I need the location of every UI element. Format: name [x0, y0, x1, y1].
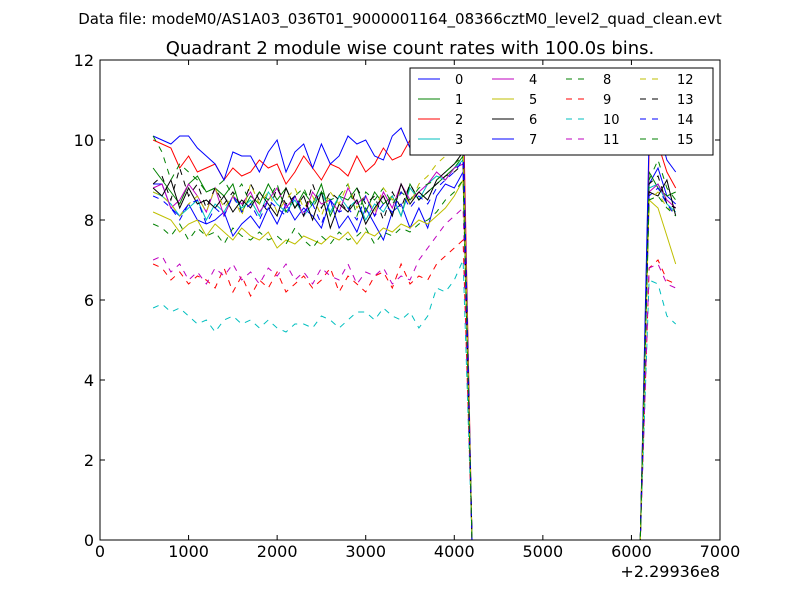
series-line-8 — [152, 135, 677, 541]
y-tick-label: 4 — [84, 371, 94, 390]
legend-label-4: 4 — [529, 73, 537, 88]
plot-frame — [99, 59, 721, 541]
x-tick-label: 0 — [95, 542, 105, 561]
legend-label-14: 14 — [677, 113, 694, 128]
x-tick-label: 7000 — [700, 542, 741, 561]
legend-label-12: 12 — [677, 73, 694, 88]
legend-label-8: 8 — [603, 73, 611, 88]
y-tick-label: 2 — [84, 451, 94, 470]
y-tick-label: 6 — [84, 291, 94, 310]
legend-label-7: 7 — [529, 133, 537, 148]
y-tick-label: 12 — [74, 51, 94, 70]
legend-box — [409, 67, 714, 156]
legend-label-6: 6 — [529, 113, 537, 128]
x-tick-label: 3000 — [345, 542, 386, 561]
x-tick-label: 5000 — [522, 542, 563, 561]
legend-label-11: 11 — [603, 133, 620, 148]
x-tick-label: 6000 — [611, 542, 652, 561]
legend-label-0: 0 — [455, 73, 463, 88]
chart-title: Quadrant 2 module wise count rates with … — [166, 38, 655, 59]
figure-suptitle: Data file: modeM0/AS1A03_036T01_90000011… — [78, 10, 722, 29]
legend-label-1: 1 — [455, 93, 463, 108]
legend-label-3: 3 — [455, 133, 463, 148]
legend-label-9: 9 — [603, 93, 611, 108]
y-tick-label: 8 — [84, 211, 94, 230]
x-tick-label: 2000 — [257, 542, 298, 561]
x-offset-label: +2.29936e8 — [620, 562, 720, 581]
series-line-12 — [152, 139, 676, 541]
legend-label-5: 5 — [529, 93, 537, 108]
legend-label-13: 13 — [677, 93, 694, 108]
y-tick-label: 10 — [74, 131, 94, 150]
x-tick-label: 4000 — [434, 542, 475, 561]
legend-label-15: 15 — [677, 133, 694, 148]
legend-label-10: 10 — [603, 113, 620, 128]
legend-label-2: 2 — [455, 113, 463, 128]
x-tick-label: 1000 — [168, 542, 209, 561]
y-tick-label: 0 — [84, 531, 94, 550]
series-line-10 — [152, 259, 677, 541]
